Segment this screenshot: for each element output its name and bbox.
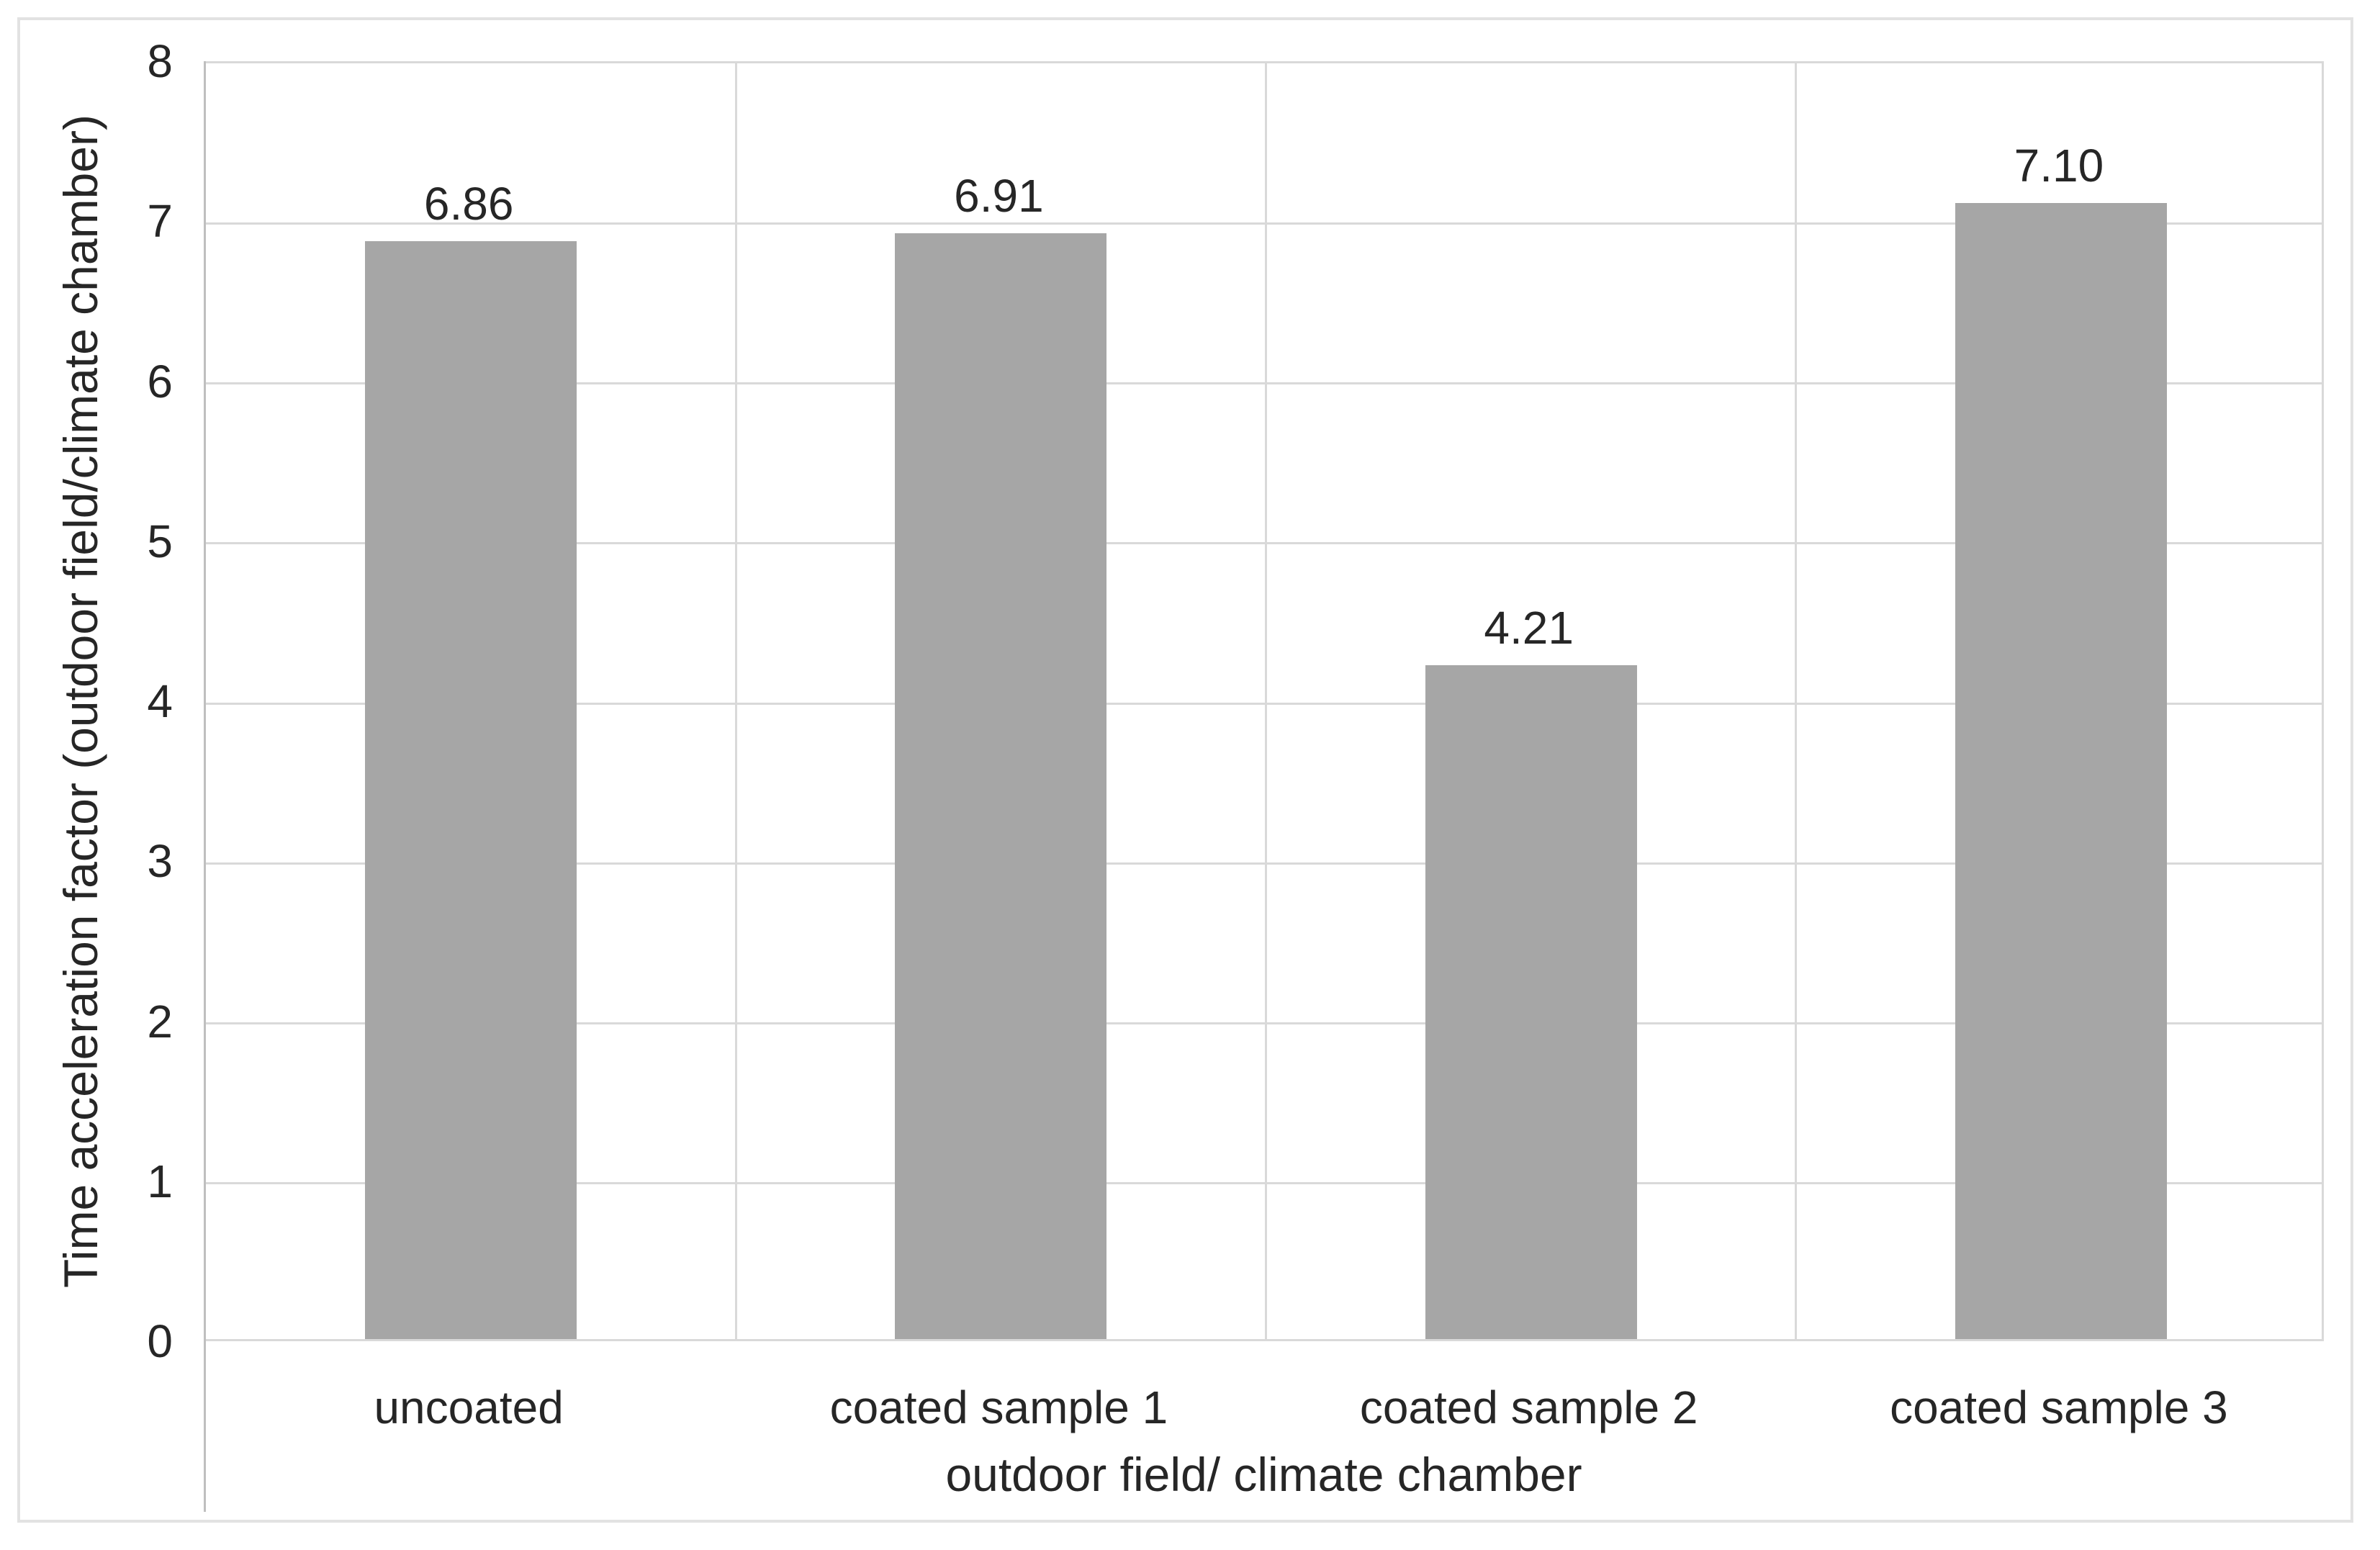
h-gridline — [206, 1022, 2322, 1024]
y-tick-label: 3 — [147, 835, 173, 888]
bar-value-label: 6.91 — [954, 170, 1044, 222]
y-tick-label: 8 — [147, 35, 173, 87]
bar-value-label: 6.86 — [423, 178, 514, 230]
y-tick-label: 1 — [147, 1155, 173, 1207]
x-category-label: uncoated — [374, 1382, 564, 1433]
h-gridline — [206, 542, 2322, 545]
h-gridline — [206, 702, 2322, 705]
bar-value-label: 4.21 — [1484, 602, 1574, 654]
y-tick-label: 5 — [147, 515, 173, 567]
bar-coated-sample-1 — [895, 233, 1107, 1339]
h-gridline — [206, 1182, 2322, 1185]
x-axis-title: outdoor field/ climate chamber — [945, 1448, 1582, 1501]
bar-value-label: 7.10 — [2014, 140, 2104, 192]
v-gridline — [1265, 63, 1267, 1339]
h-gridline — [206, 862, 2322, 865]
y-tick-label: 4 — [147, 675, 173, 727]
h-gridline — [206, 222, 2322, 225]
x-category-label: coated sample 3 — [1890, 1382, 2228, 1433]
v-gridline — [1795, 63, 1798, 1339]
h-gridline — [206, 382, 2322, 384]
y-axis-line — [204, 61, 206, 1512]
y-tick-label: 0 — [147, 1315, 173, 1367]
bar-uncoated — [365, 241, 577, 1339]
y-tick-label: 7 — [147, 195, 173, 248]
y-tick-label: 2 — [147, 995, 173, 1047]
x-category-label: coated sample 2 — [1359, 1382, 1698, 1433]
y-tick-label: 6 — [147, 355, 173, 407]
plot-area — [204, 61, 2324, 1341]
bar-coated-sample-3 — [1955, 203, 2167, 1339]
v-gridline — [734, 63, 737, 1339]
bar-coated-sample-2 — [1425, 665, 1637, 1339]
x-category-label: coated sample 1 — [829, 1382, 1168, 1433]
